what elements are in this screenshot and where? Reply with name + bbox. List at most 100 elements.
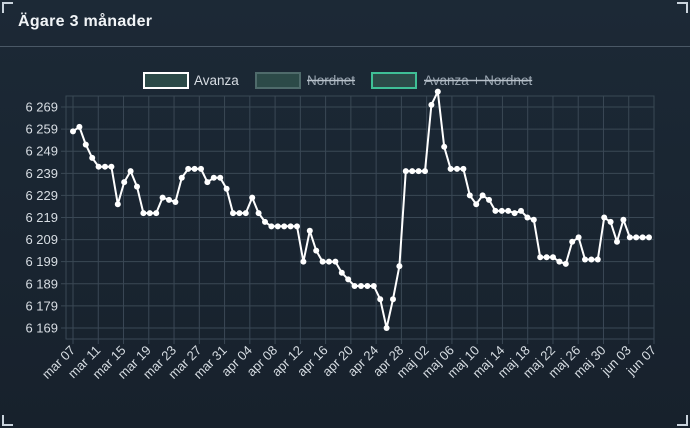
- data-point[interactable]: [95, 163, 102, 170]
- data-point[interactable]: [159, 194, 166, 201]
- data-point[interactable]: [569, 238, 576, 245]
- data-point[interactable]: [601, 214, 608, 221]
- data-point[interactable]: [121, 179, 128, 186]
- data-point[interactable]: [319, 258, 326, 265]
- data-point[interactable]: [524, 214, 531, 221]
- data-point[interactable]: [172, 199, 179, 206]
- data-point[interactable]: [454, 165, 460, 172]
- data-point[interactable]: [588, 256, 595, 263]
- data-point[interactable]: [274, 223, 281, 230]
- data-point[interactable]: [370, 282, 377, 289]
- data-point[interactable]: [402, 168, 409, 175]
- data-point[interactable]: [198, 165, 204, 172]
- data-point[interactable]: [230, 210, 236, 217]
- data-point[interactable]: [505, 207, 512, 214]
- data-point[interactable]: [332, 258, 339, 265]
- data-point[interactable]: [434, 88, 441, 95]
- data-point[interactable]: [185, 165, 192, 172]
- data-point[interactable]: [364, 282, 371, 289]
- data-point[interactable]: [127, 168, 134, 175]
- legend: Avanza Nordnet Avanza + Nordnet: [143, 72, 532, 89]
- y-tick-label: 6 179: [25, 298, 58, 313]
- data-point[interactable]: [217, 174, 224, 181]
- data-point[interactable]: [140, 210, 147, 217]
- data-point[interactable]: [492, 207, 499, 214]
- data-point[interactable]: [594, 256, 601, 263]
- data-point[interactable]: [530, 216, 537, 223]
- data-point[interactable]: [479, 192, 486, 199]
- data-point[interactable]: [236, 210, 243, 217]
- legend-item-avanza-nordnet[interactable]: Avanza + Nordnet: [371, 72, 532, 89]
- legend-item-nordnet[interactable]: Nordnet: [255, 72, 355, 89]
- data-point[interactable]: [543, 254, 550, 261]
- data-point[interactable]: [646, 234, 652, 241]
- data-point[interactable]: [146, 210, 153, 217]
- data-point[interactable]: [306, 227, 313, 234]
- data-point[interactable]: [377, 296, 384, 303]
- data-point[interactable]: [607, 218, 614, 225]
- data-point[interactable]: [466, 192, 473, 199]
- data-point[interactable]: [639, 234, 646, 241]
- data-point[interactable]: [294, 223, 300, 230]
- data-point[interactable]: [223, 185, 230, 192]
- data-point[interactable]: [582, 256, 588, 263]
- data-point[interactable]: [255, 210, 262, 217]
- data-point[interactable]: [287, 223, 294, 230]
- data-point[interactable]: [614, 238, 620, 245]
- data-point[interactable]: [210, 174, 217, 181]
- data-point[interactable]: [102, 163, 108, 170]
- data-point[interactable]: [338, 269, 345, 276]
- data-point[interactable]: [300, 258, 307, 265]
- data-point[interactable]: [351, 282, 358, 289]
- data-point[interactable]: [550, 254, 556, 261]
- data-point[interactable]: [422, 168, 428, 175]
- data-point[interactable]: [108, 163, 115, 170]
- legend-item-avanza[interactable]: Avanza: [143, 72, 239, 89]
- data-point[interactable]: [242, 210, 249, 217]
- data-point[interactable]: [153, 210, 160, 217]
- corner-bracket-top-left: [2, 2, 13, 13]
- data-point[interactable]: [415, 168, 422, 175]
- y-tick-label: 6 259: [25, 122, 58, 137]
- data-point[interactable]: [626, 234, 633, 241]
- data-point[interactable]: [70, 128, 76, 135]
- data-point[interactable]: [89, 154, 96, 161]
- data-point[interactable]: [313, 247, 320, 254]
- data-point[interactable]: [575, 234, 582, 241]
- data-point[interactable]: [390, 296, 396, 303]
- data-point[interactable]: [556, 258, 563, 265]
- data-point[interactable]: [620, 216, 627, 223]
- data-point[interactable]: [428, 101, 435, 108]
- data-point[interactable]: [345, 276, 352, 283]
- data-point[interactable]: [114, 201, 121, 208]
- data-point[interactable]: [249, 194, 256, 201]
- data-point[interactable]: [473, 201, 480, 208]
- data-point[interactable]: [134, 183, 140, 190]
- data-point[interactable]: [511, 210, 518, 217]
- data-point[interactable]: [82, 141, 89, 148]
- data-point[interactable]: [204, 179, 211, 186]
- data-point[interactable]: [633, 234, 640, 241]
- data-point[interactable]: [518, 207, 524, 214]
- title-divider: [0, 46, 690, 47]
- data-point[interactable]: [326, 258, 332, 265]
- data-point[interactable]: [358, 282, 364, 289]
- data-point[interactable]: [178, 174, 185, 181]
- data-point[interactable]: [191, 165, 198, 172]
- data-point[interactable]: [460, 165, 467, 172]
- data-point[interactable]: [486, 196, 492, 203]
- data-point[interactable]: [498, 207, 505, 214]
- data-point[interactable]: [441, 143, 448, 150]
- data-point[interactable]: [537, 254, 544, 261]
- data-point[interactable]: [409, 168, 416, 175]
- data-point[interactable]: [447, 165, 454, 172]
- data-point[interactable]: [383, 324, 390, 331]
- data-point[interactable]: [281, 223, 288, 230]
- data-point[interactable]: [262, 218, 268, 225]
- data-point[interactable]: [268, 223, 275, 230]
- data-point[interactable]: [562, 260, 569, 267]
- data-point[interactable]: [166, 196, 172, 203]
- data-point[interactable]: [76, 123, 83, 130]
- data-point[interactable]: [396, 263, 403, 270]
